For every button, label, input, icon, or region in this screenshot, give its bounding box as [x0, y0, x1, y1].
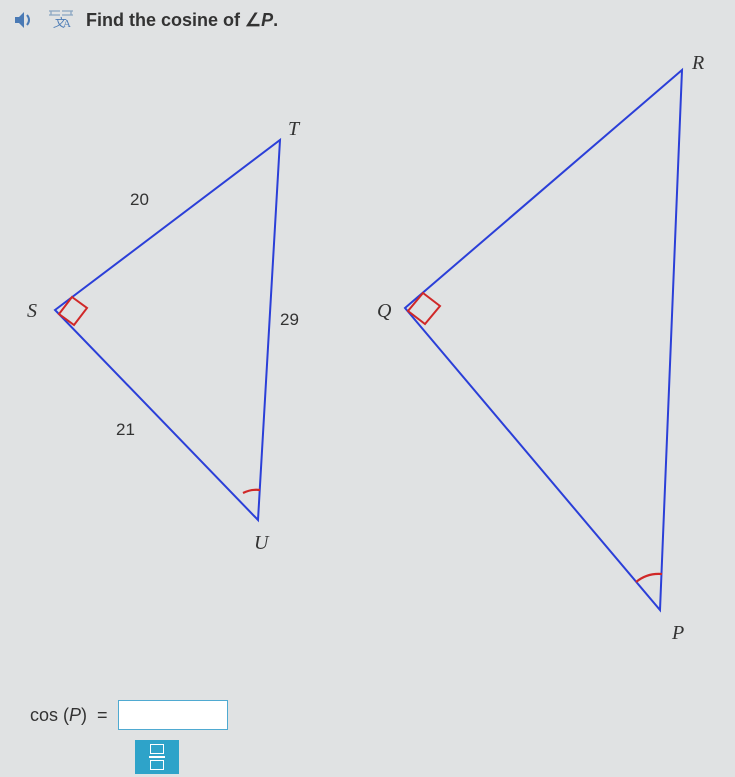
cos-arg: P	[69, 705, 81, 725]
prompt-text: Find the cosine of	[86, 10, 245, 30]
question-prompt: Find the cosine of ∠P.	[86, 10, 278, 31]
triangle-qrp	[405, 70, 682, 610]
vertex-label-r: R	[692, 52, 704, 75]
angle-marker-p	[636, 574, 662, 582]
vertex-label-t: T	[288, 118, 299, 141]
vertex-label-u: U	[254, 532, 268, 555]
question-header: 文 A Find the cosine of ∠P.	[0, 0, 735, 40]
fraction-button[interactable]	[135, 740, 179, 774]
fraction-numerator-icon	[150, 744, 164, 754]
translate-icon[interactable]: 文 A	[48, 8, 74, 32]
right-angle-marker-s	[59, 297, 87, 325]
edge-label-su: 21	[116, 420, 135, 440]
fraction-line-icon	[149, 756, 165, 758]
angle-marker-u	[243, 490, 260, 493]
vertex-label-s: S	[27, 300, 37, 323]
audio-icon[interactable]	[12, 9, 36, 31]
fraction-denominator-icon	[150, 760, 164, 770]
cos-label: cos	[30, 705, 58, 725]
answer-label: cos (P) =	[30, 705, 108, 726]
answer-input[interactable]	[118, 700, 228, 730]
triangle-stu	[55, 140, 280, 520]
angle-symbol: ∠	[245, 10, 261, 30]
vertex-label-q: Q	[377, 300, 391, 323]
prompt-period: .	[273, 10, 278, 30]
svg-text:A: A	[63, 18, 71, 30]
angle-vertex: P	[261, 10, 273, 30]
answer-row: cos (P) =	[30, 700, 228, 730]
edge-label-tu: 29	[280, 310, 299, 330]
right-angle-marker-q	[408, 293, 440, 324]
edge-label-st: 20	[130, 190, 149, 210]
geometry-diagram	[0, 50, 735, 640]
vertex-label-p: P	[672, 622, 684, 645]
equals-sign: =	[97, 705, 108, 725]
